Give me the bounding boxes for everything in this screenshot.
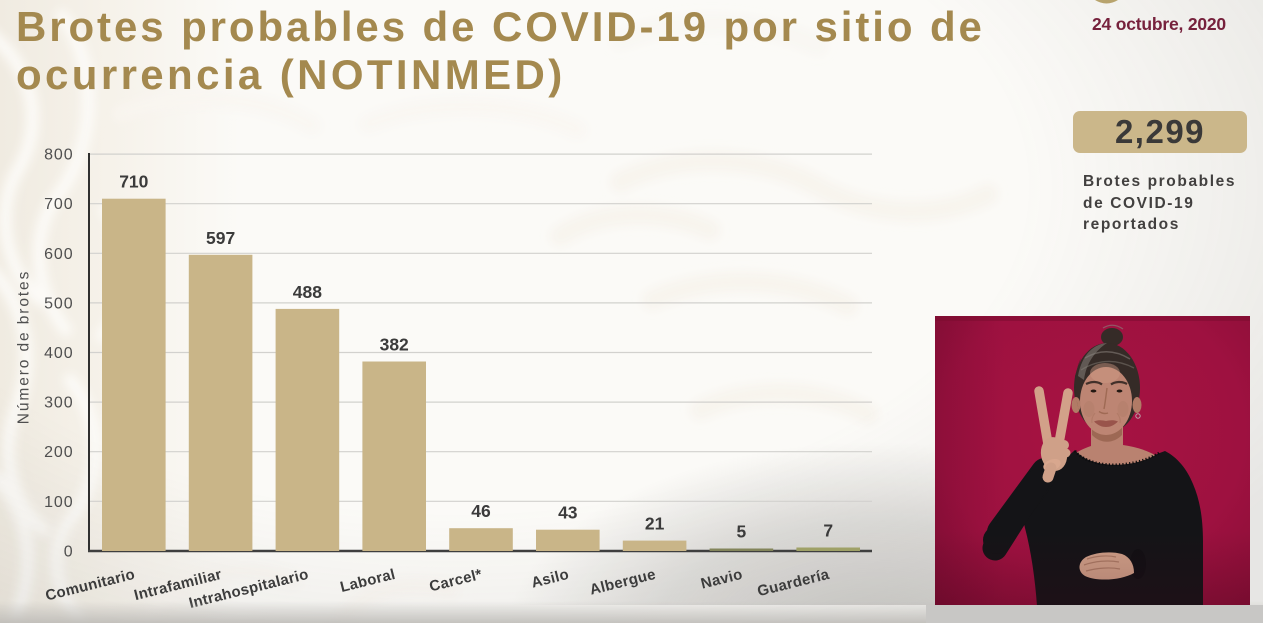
- svg-text:382: 382: [380, 335, 409, 355]
- svg-text:488: 488: [293, 282, 322, 302]
- svg-text:Albergue: Albergue: [588, 566, 658, 599]
- svg-text:Número de brotes: Número de brotes: [16, 270, 33, 424]
- svg-text:200: 200: [44, 444, 73, 461]
- svg-text:Comunitario: Comunitario: [44, 566, 137, 605]
- svg-text:600: 600: [44, 246, 73, 263]
- svg-text:100: 100: [44, 494, 73, 511]
- svg-text:800: 800: [44, 147, 73, 164]
- svg-text:43: 43: [558, 503, 578, 523]
- svg-text:0: 0: [64, 543, 74, 560]
- svg-text:Guardería: Guardería: [756, 566, 832, 600]
- svg-text:710: 710: [119, 172, 148, 192]
- svg-text:597: 597: [206, 228, 235, 248]
- svg-text:Carcel*: Carcel*: [428, 566, 484, 596]
- svg-text:21: 21: [645, 514, 665, 534]
- svg-text:Navio: Navio: [699, 566, 744, 593]
- svg-text:46: 46: [471, 501, 491, 521]
- svg-text:500: 500: [44, 295, 73, 312]
- svg-text:Asilo: Asilo: [530, 566, 571, 592]
- svg-text:300: 300: [44, 395, 73, 412]
- svg-text:Laboral: Laboral: [338, 566, 397, 596]
- svg-text:7: 7: [823, 521, 833, 541]
- svg-text:5: 5: [737, 522, 747, 542]
- svg-text:700: 700: [44, 196, 73, 213]
- svg-text:400: 400: [44, 345, 73, 362]
